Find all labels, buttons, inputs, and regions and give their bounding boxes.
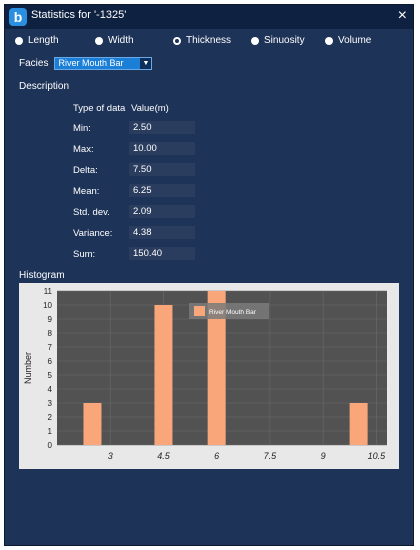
stats-row-sum: Sum: 150.40 [73,247,243,261]
facies-row: Facies River Mouth Bar ▼ [19,57,153,70]
x-tick-label: 3 [108,451,113,461]
stats-row-std-dev: Std. dev. 2.09 [73,205,243,219]
legend-label: River Mouth Bar [209,309,257,316]
legend-box [189,303,269,319]
stat-value-field[interactable]: 4.38 [129,226,195,239]
y-tick-label: 6 [48,357,53,366]
stats-row-mean: Mean: 6.25 [73,184,243,198]
radio-thickness[interactable]: Thickness [173,35,231,46]
radio-volume-icon [325,36,333,45]
radio-length-label: Length [28,35,59,46]
y-tick-label: 8 [48,329,53,338]
radio-width[interactable]: Width [95,35,134,46]
radio-sinuosity[interactable]: Sinuosity [251,35,305,46]
y-tick-label: 4 [48,385,53,394]
x-tick-label: 7.5 [264,451,278,461]
stats-header-row: Type of data Value(m) [73,101,243,115]
stats-row-variance: Variance: 4.38 [73,226,243,240]
stat-label: Std. dev. [73,207,110,218]
app-logo-icon: b [9,8,27,26]
stat-label: Delta: [73,165,98,176]
facies-selected-value: River Mouth Bar [58,58,124,68]
histogram-chart-area: 0 1 2 3 4 5 6 7 8 9 10 11 3 4.5 6 7.5 9 10.5 Number River M… [19,283,399,469]
y-tick-label: 9 [48,315,53,324]
radio-sinuosity-icon [251,36,259,45]
histogram-bar [207,291,226,445]
radio-volume-label: Volume [338,35,372,46]
y-tick-label: 5 [48,371,53,380]
radio-sinuosity-label: Sinuosity [264,35,305,46]
radio-width-icon [95,36,103,45]
statistics-window: b Statistics for '-1325' × Length Width … [4,4,414,546]
metric-radio-group: Length Width Thickness Sinuosity Volume [15,35,405,51]
y-axis-label: Number [23,352,33,384]
histogram-bar [83,403,102,445]
stat-value-field[interactable]: 2.50 [129,121,195,134]
y-tick-label: 2 [48,413,53,422]
stat-label: Variance: [73,228,113,239]
histogram-bar [154,305,173,445]
chevron-down-icon[interactable]: ▼ [140,58,152,69]
stat-label: Min: [73,123,91,134]
x-tick-label: 10.5 [368,451,387,461]
histogram-chart: 0 1 2 3 4 5 6 7 8 9 10 11 3 4.5 6 7.5 9 10.5 Number River M… [23,287,387,461]
type-of-data-header: Type of data [73,103,126,114]
stats-row-min: Min: 2.50 [73,121,243,135]
radio-length-icon [15,36,23,45]
stat-value-field[interactable]: 7.50 [129,163,195,176]
title-bar: b Statistics for '-1325' × [5,5,413,29]
y-tick-label: 11 [44,287,53,296]
stat-label: Max: [73,144,94,155]
y-tick-label: 0 [48,441,53,450]
radio-width-label: Width [108,35,134,46]
radio-thickness-label: Thickness [186,35,232,46]
x-tick-label: 9 [321,451,326,461]
facies-dropdown[interactable]: River Mouth Bar ▼ [54,57,153,70]
stat-label: Sum: [73,249,96,260]
radio-length[interactable]: Length [15,35,59,46]
stats-row-max: Max: 10.00 [73,142,243,156]
legend-swatch [194,306,205,316]
histogram-bar [349,403,368,445]
y-tick-label: 7 [48,343,53,352]
stat-value-field[interactable]: 2.09 [129,205,195,218]
stat-value-field[interactable]: 150.40 [129,247,195,260]
stat-value-field[interactable]: 6.25 [129,184,195,197]
y-tick-label: 3 [48,399,53,408]
x-tick-label: 6 [214,451,219,461]
y-tick-label: 1 [48,427,53,436]
histogram-heading: Histogram [19,270,65,281]
stat-label: Mean: [73,186,100,197]
stats-row-delta: Delta: 7.50 [73,163,243,177]
facies-label: Facies [19,58,49,69]
radio-thickness-icon [173,36,181,45]
close-button[interactable]: × [397,7,407,24]
y-tick-label: 10 [43,301,52,310]
radio-volume[interactable]: Volume [325,35,371,46]
description-heading: Description [19,81,70,92]
x-tick-label: 4.5 [157,451,171,461]
value-header: Value(m) [131,103,169,114]
stat-value-field[interactable]: 10.00 [129,142,195,155]
window-title: Statistics for '-1325' [31,9,127,21]
